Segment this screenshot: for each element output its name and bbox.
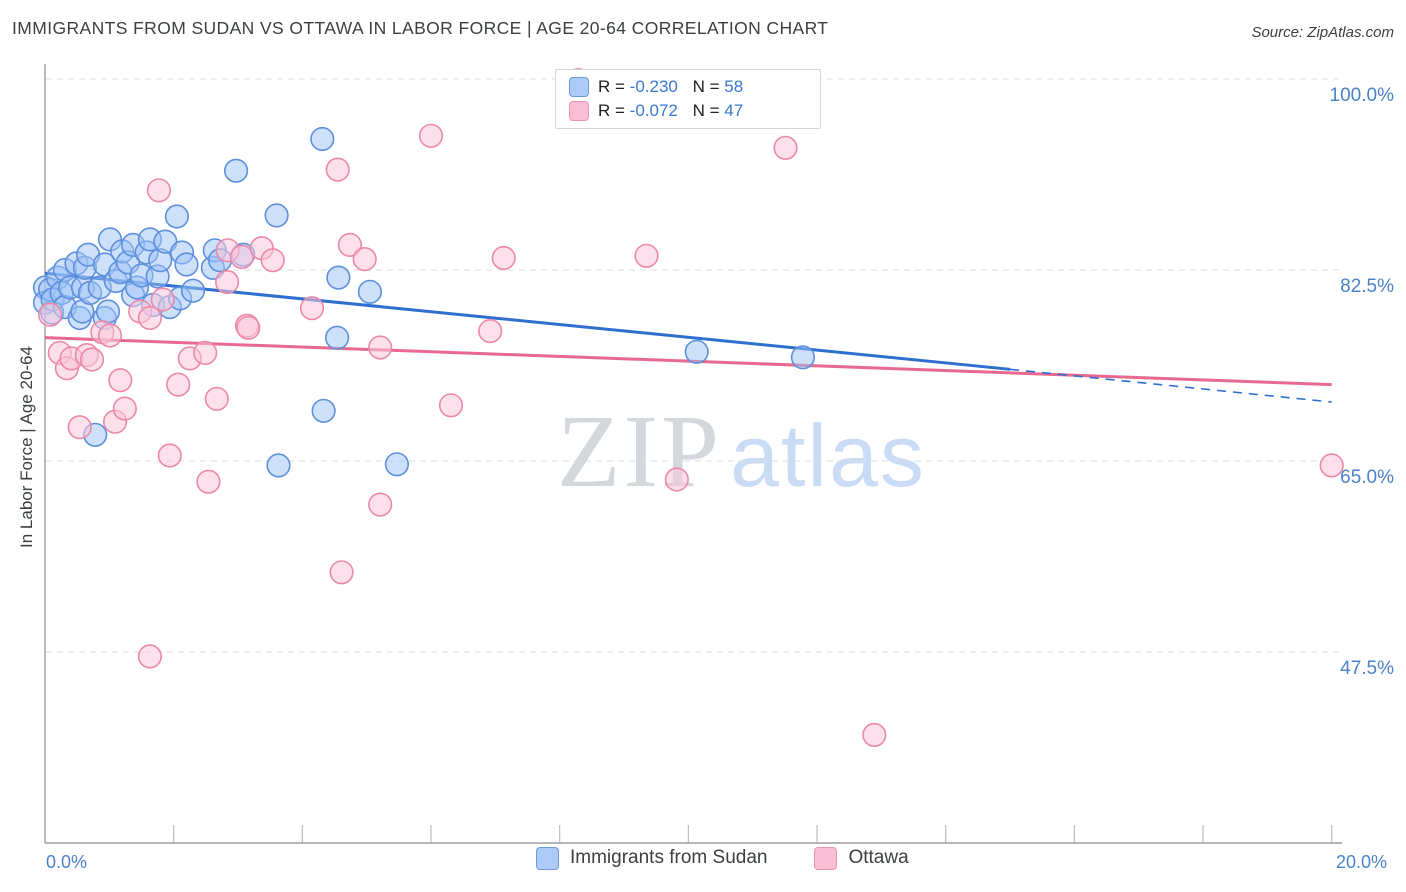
data-point-sudan[interactable] — [153, 229, 178, 254]
data-point-ottawa[interactable] — [108, 368, 133, 393]
data-point-ottawa[interactable] — [215, 269, 240, 295]
data-point-ottawa[interactable] — [67, 415, 92, 440]
data-point-ottawa[interactable] — [146, 178, 171, 203]
data-point-ottawa[interactable] — [260, 248, 285, 273]
sudan-legend-label: Immigrants from Sudan — [570, 847, 768, 868]
ottawa-legend-label: Ottawa — [848, 847, 909, 868]
data-point-sudan[interactable] — [164, 204, 189, 229]
data-point-ottawa[interactable] — [352, 247, 377, 272]
ottawa-legend-swatch-icon — [814, 846, 838, 870]
y-axis-label-65.0%: 65.0% — [1340, 466, 1394, 488]
data-point-ottawa[interactable] — [137, 305, 162, 331]
y-axis-label-82.5%: 82.5% — [1340, 275, 1394, 297]
data-point-ottawa[interactable] — [337, 232, 363, 257]
data-point-ottawa[interactable] — [1319, 453, 1344, 478]
data-point-sudan[interactable] — [384, 452, 410, 477]
data-point-sudan[interactable] — [174, 252, 199, 277]
legend-row-ottawa: R = -0.072 N = 47 — [569, 101, 820, 121]
data-point-sudan[interactable] — [264, 203, 289, 228]
sudan-trend-line-extrapolated — [1009, 368, 1332, 403]
source-attribution: Source: ZipAtlas.com — [1251, 24, 1394, 41]
data-point-ottawa[interactable] — [193, 340, 218, 366]
bottom-legend: Immigrants from Sudan Ottawa — [536, 845, 909, 871]
data-point-ottawa[interactable] — [438, 393, 464, 418]
data-point-ottawa[interactable] — [137, 644, 162, 669]
data-point-sudan[interactable] — [224, 158, 249, 183]
data-point-ottawa[interactable] — [196, 469, 221, 494]
data-point-ottawa[interactable] — [150, 287, 175, 312]
data-point-ottawa[interactable] — [229, 244, 254, 269]
data-point-ottawa[interactable] — [862, 722, 887, 748]
data-point-sudan[interactable] — [311, 398, 336, 423]
data-point-ottawa[interactable] — [236, 315, 261, 340]
data-point-sudan[interactable] — [357, 279, 383, 304]
data-point-ottawa[interactable] — [368, 335, 393, 360]
data-point-sudan[interactable] — [180, 278, 206, 303]
data-point-ottawa[interactable] — [97, 323, 123, 348]
y-axis-label-100.0%: 100.0% — [1329, 85, 1394, 106]
data-point-ottawa[interactable] — [325, 157, 350, 182]
correlation-legend-box: R = -0.230 N = 58 R = -0.072 N = 47 — [555, 69, 821, 129]
data-point-ottawa[interactable] — [204, 386, 229, 411]
legend-sudan-stats: R = -0.230 N = 58 — [598, 77, 744, 96]
legend-ottawa-stats: R = -0.072 N = 47 — [598, 101, 744, 120]
data-point-ottawa[interactable] — [664, 467, 689, 492]
data-point-ottawa[interactable] — [112, 396, 137, 421]
sudan-swatch-icon — [569, 77, 589, 97]
data-point-ottawa[interactable] — [418, 123, 444, 148]
data-point-ottawa[interactable] — [166, 372, 191, 397]
data-point-ottawa[interactable] — [491, 245, 516, 271]
sudan-legend-swatch-icon — [536, 846, 559, 870]
data-point-sudan[interactable] — [790, 345, 816, 370]
x-axis-label-max: 20.0% — [1336, 852, 1388, 872]
data-point-ottawa[interactable] — [37, 302, 63, 327]
y-axis-label-47.5%: 47.5% — [1340, 657, 1394, 679]
data-point-ottawa[interactable] — [299, 296, 325, 321]
data-point-ottawa[interactable] — [329, 560, 354, 585]
data-point-sudan[interactable] — [266, 453, 291, 478]
data-point-sudan[interactable] — [95, 299, 121, 324]
sudan-trend-line — [44, 271, 1011, 371]
data-point-ottawa[interactable] — [79, 347, 105, 372]
data-point-sudan[interactable] — [310, 126, 335, 152]
page-title: IMMIGRANTS FROM SUDAN VS OTTAWA IN LABOR… — [12, 18, 829, 38]
data-point-ottawa[interactable] — [634, 243, 659, 268]
data-point-sudan[interactable] — [325, 325, 350, 350]
data-point-ottawa[interactable] — [478, 319, 503, 344]
ottawa-trend-line — [44, 336, 1332, 387]
ottawa-swatch-icon — [569, 101, 589, 121]
data-point-sudan[interactable] — [684, 339, 709, 364]
data-point-sudan[interactable] — [326, 265, 351, 290]
data-point-ottawa[interactable] — [773, 135, 798, 160]
data-point-ottawa[interactable] — [368, 492, 393, 517]
data-point-ottawa[interactable] — [157, 443, 182, 468]
legend-row-sudan: R = -0.230 N = 58 — [569, 77, 820, 97]
x-axis-label-min: 0.0% — [46, 852, 88, 872]
